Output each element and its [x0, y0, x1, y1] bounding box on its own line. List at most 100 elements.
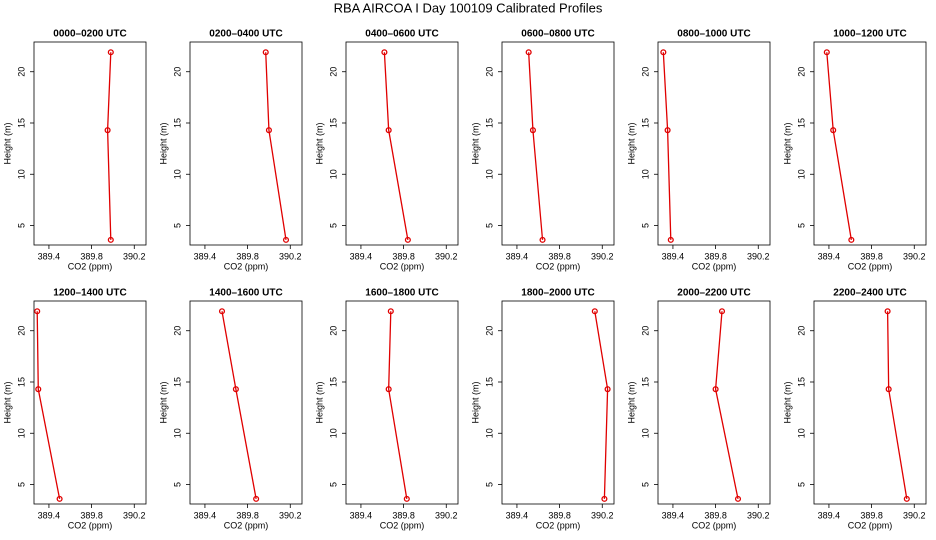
- x-axis-label: CO2 (ppm): [692, 261, 737, 271]
- panel-title: 0200–0400 UTC: [209, 29, 282, 40]
- data-point: [403, 495, 410, 502]
- x-tick-label: 389.4: [662, 251, 685, 261]
- x-tick-label: 390.2: [279, 510, 302, 520]
- plot-frame: [501, 41, 615, 246]
- y-tick-label: 15: [484, 118, 494, 128]
- y-tick-label: 15: [172, 377, 182, 387]
- profile-line: [594, 311, 609, 499]
- y-tick-label: 20: [796, 67, 806, 77]
- plot-frame: [345, 300, 459, 505]
- profile-line: [662, 52, 672, 240]
- data-point: [591, 308, 598, 315]
- data-point: [660, 49, 667, 56]
- data-point: [262, 49, 269, 56]
- y-axis-label: Height (m): [314, 381, 324, 423]
- data-point: [667, 236, 674, 243]
- x-tick-label: 389.8: [392, 251, 415, 261]
- x-tick-label: 389.4: [818, 510, 841, 520]
- panel-title: 0600–0800 UTC: [521, 29, 594, 40]
- x-tick-label: 389.8: [80, 510, 103, 520]
- x-axis-label: CO2 (ppm): [536, 261, 581, 271]
- y-tick-label: 20: [484, 67, 494, 77]
- y-tick-label: 15: [640, 377, 650, 387]
- data-point: [830, 127, 837, 134]
- y-tick-label: 15: [484, 377, 494, 387]
- data-point: [385, 386, 392, 393]
- y-axis-label: Height (m): [158, 122, 168, 164]
- x-tick-label: 390.2: [747, 251, 770, 261]
- y-tick-label: 15: [16, 377, 26, 387]
- data-point: [848, 236, 855, 243]
- x-tick-label: 390.2: [435, 510, 458, 520]
- data-point: [104, 127, 111, 134]
- data-point: [107, 236, 114, 243]
- x-axis-label: CO2 (ppm): [692, 520, 737, 530]
- y-tick-label: 20: [172, 67, 182, 77]
- y-tick-label: 10: [16, 169, 26, 179]
- x-tick-label: 390.2: [591, 251, 614, 261]
- x-axis-label: CO2 (ppm): [68, 520, 113, 530]
- y-axis-label: Height (m): [782, 381, 792, 423]
- y-tick-label: 10: [328, 169, 338, 179]
- x-tick-label: 390.2: [435, 251, 458, 261]
- y-tick-label: 10: [328, 428, 338, 438]
- x-tick-label: 390.2: [747, 510, 770, 520]
- panel: 1800–2000 UTC 389.4 389.8 390.2 5 10 15 20 CO2 (…: [470, 288, 615, 530]
- x-tick-label: 389.4: [662, 510, 685, 520]
- plot-frame: [345, 41, 459, 246]
- y-axis-label: Height (m): [314, 122, 324, 164]
- y-tick-label: 10: [796, 169, 806, 179]
- data-point: [604, 386, 611, 393]
- y-tick-label: 10: [640, 169, 650, 179]
- x-tick-label: 389.4: [506, 510, 529, 520]
- y-tick-label: 20: [328, 67, 338, 77]
- x-tick-label: 389.4: [194, 251, 217, 261]
- x-axis-label: CO2 (ppm): [848, 261, 893, 271]
- y-axis-label: Height (m): [2, 381, 12, 423]
- data-point: [35, 386, 42, 393]
- x-axis-label: CO2 (ppm): [848, 520, 893, 530]
- panel: 0400–0600 UTC 389.4 389.8 390.2 5 10 15 20 CO2 (…: [314, 29, 459, 271]
- x-tick-label: 390.2: [279, 251, 302, 261]
- data-point: [34, 308, 41, 315]
- y-axis-label: Height (m): [2, 122, 12, 164]
- profile-line: [886, 311, 908, 499]
- profile-line: [106, 52, 112, 240]
- y-tick-label: 5: [16, 223, 26, 228]
- panel-title: 1000–1200 UTC: [833, 29, 906, 40]
- panel-title: 2000–2200 UTC: [677, 288, 750, 299]
- y-axis-label: Height (m): [782, 122, 792, 164]
- x-tick-label: 389.8: [860, 251, 883, 261]
- y-tick-label: 5: [640, 482, 650, 487]
- y-tick-label: 20: [640, 326, 650, 336]
- data-point: [734, 495, 742, 502]
- data-point: [381, 49, 388, 56]
- x-axis-label: CO2 (ppm): [536, 520, 581, 530]
- profile-line: [714, 311, 739, 500]
- panel: 2000–2200 UTC 389.4 389.8 390.2 5 10 15 20 CO2 (…: [626, 288, 771, 530]
- x-axis-label: CO2 (ppm): [224, 261, 269, 271]
- y-tick-label: 15: [328, 118, 338, 128]
- profile-line: [221, 311, 257, 499]
- y-tick-label: 10: [640, 428, 650, 438]
- y-tick-label: 15: [172, 118, 182, 128]
- y-tick-label: 5: [640, 223, 650, 228]
- data-point: [601, 495, 608, 502]
- panel: 1400–1600 UTC 389.4 389.8 390.2 5 10 15 20 CO2 (…: [158, 288, 303, 530]
- data-point: [525, 49, 532, 56]
- data-point: [885, 386, 892, 393]
- profile-line: [265, 52, 287, 240]
- x-tick-label: 389.8: [236, 251, 259, 261]
- panel-title: 1600–1800 UTC: [365, 288, 438, 299]
- panel: 0600–0800 UTC 389.4 389.8 390.2 5 10 15 20 CO2 (…: [470, 29, 615, 271]
- plot-frame: [657, 300, 771, 505]
- panel-title: 1200–1400 UTC: [53, 288, 126, 299]
- x-tick-label: 389.4: [38, 251, 61, 261]
- plot-frame: [657, 41, 771, 246]
- y-tick-label: 15: [796, 377, 806, 387]
- x-tick-label: 390.2: [123, 251, 146, 261]
- y-tick-label: 20: [640, 67, 650, 77]
- y-axis-label: Height (m): [470, 122, 480, 164]
- data-point: [529, 127, 536, 134]
